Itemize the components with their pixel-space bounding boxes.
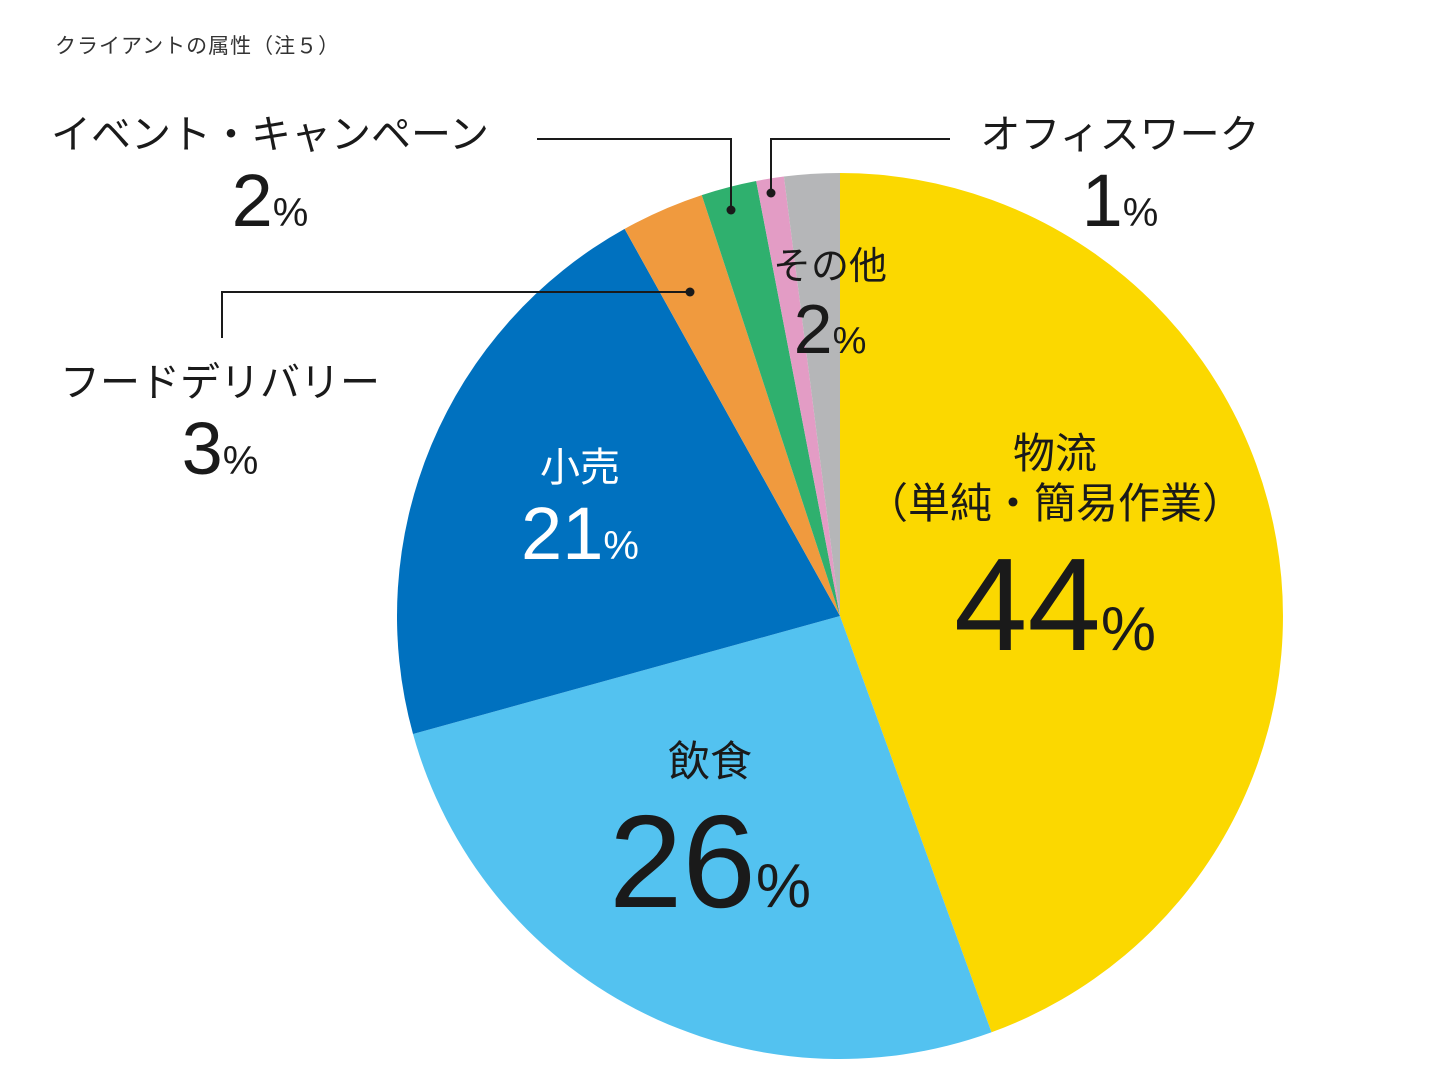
percent-sign: % [1122,191,1159,235]
label-food: 飲食 26% [570,737,850,938]
pie-slice-food-delivery [624,195,840,616]
leader-line-event [537,138,732,210]
pie-slice-office [756,176,840,616]
leader-lines [221,138,950,338]
label-food-name: 飲食 [667,737,752,786]
percent-sign: % [603,524,639,568]
label-office: オフィスワーク 1% [960,112,1280,243]
value-office: 1 [1081,159,1123,242]
label-logistics-name: 物流 [1012,429,1097,478]
label-office-name: オフィスワーク [980,112,1260,158]
label-office-value: 1% [960,158,1280,243]
value-food: 26 [609,788,756,936]
pie-slice-logistics [840,173,1283,1033]
pie-slice-event [701,181,840,616]
leader-dot-event [726,205,736,215]
label-retail: 小売 21% [480,445,680,576]
label-retail-value: 21% [480,491,680,576]
leader-line-food-delivery [221,291,690,338]
percent-sign: % [272,191,309,235]
label-logistics: 物流 （単純・簡易作業） 44% [855,429,1255,681]
value-food-delivery: 3 [181,407,223,490]
label-event-value: 2% [20,158,520,243]
label-food-delivery: フードデリバリー 3% [20,360,420,491]
label-retail-name: 小売 [540,445,620,491]
label-food-value: 26% [570,786,850,938]
percent-sign: % [755,852,811,922]
label-event: イベント・キャンペーン 2% [20,112,520,243]
value-other: 2 [793,289,833,368]
value-retail: 21 [521,492,604,575]
label-logistics-value: 44% [855,529,1255,681]
percent-sign: % [832,319,867,362]
value-logistics: 44 [954,530,1101,678]
label-food-delivery-name: フードデリバリー [60,360,380,406]
label-logistics-subname: （単純・簡易作業） [865,479,1244,529]
pie-slice-other [783,173,840,616]
pie-slice-retail [396,228,840,735]
percent-sign: % [222,439,259,483]
pie-slices [396,173,1283,1059]
leader-dot-food-delivery [685,287,695,297]
label-other-value: 2% [745,289,915,370]
value-event: 2 [231,159,273,242]
label-other: その他 2% [745,244,915,370]
chart-title: クライアントの属性（注５） [55,34,341,58]
label-event-name: イベント・キャンペーン [51,112,489,158]
pie-slice-food [413,616,992,1059]
label-other-name: その他 [772,244,887,288]
leader-line-office [770,138,950,193]
leader-dot-office [766,188,776,198]
percent-sign: % [1100,594,1156,664]
label-food-delivery-value: 3% [20,406,420,491]
